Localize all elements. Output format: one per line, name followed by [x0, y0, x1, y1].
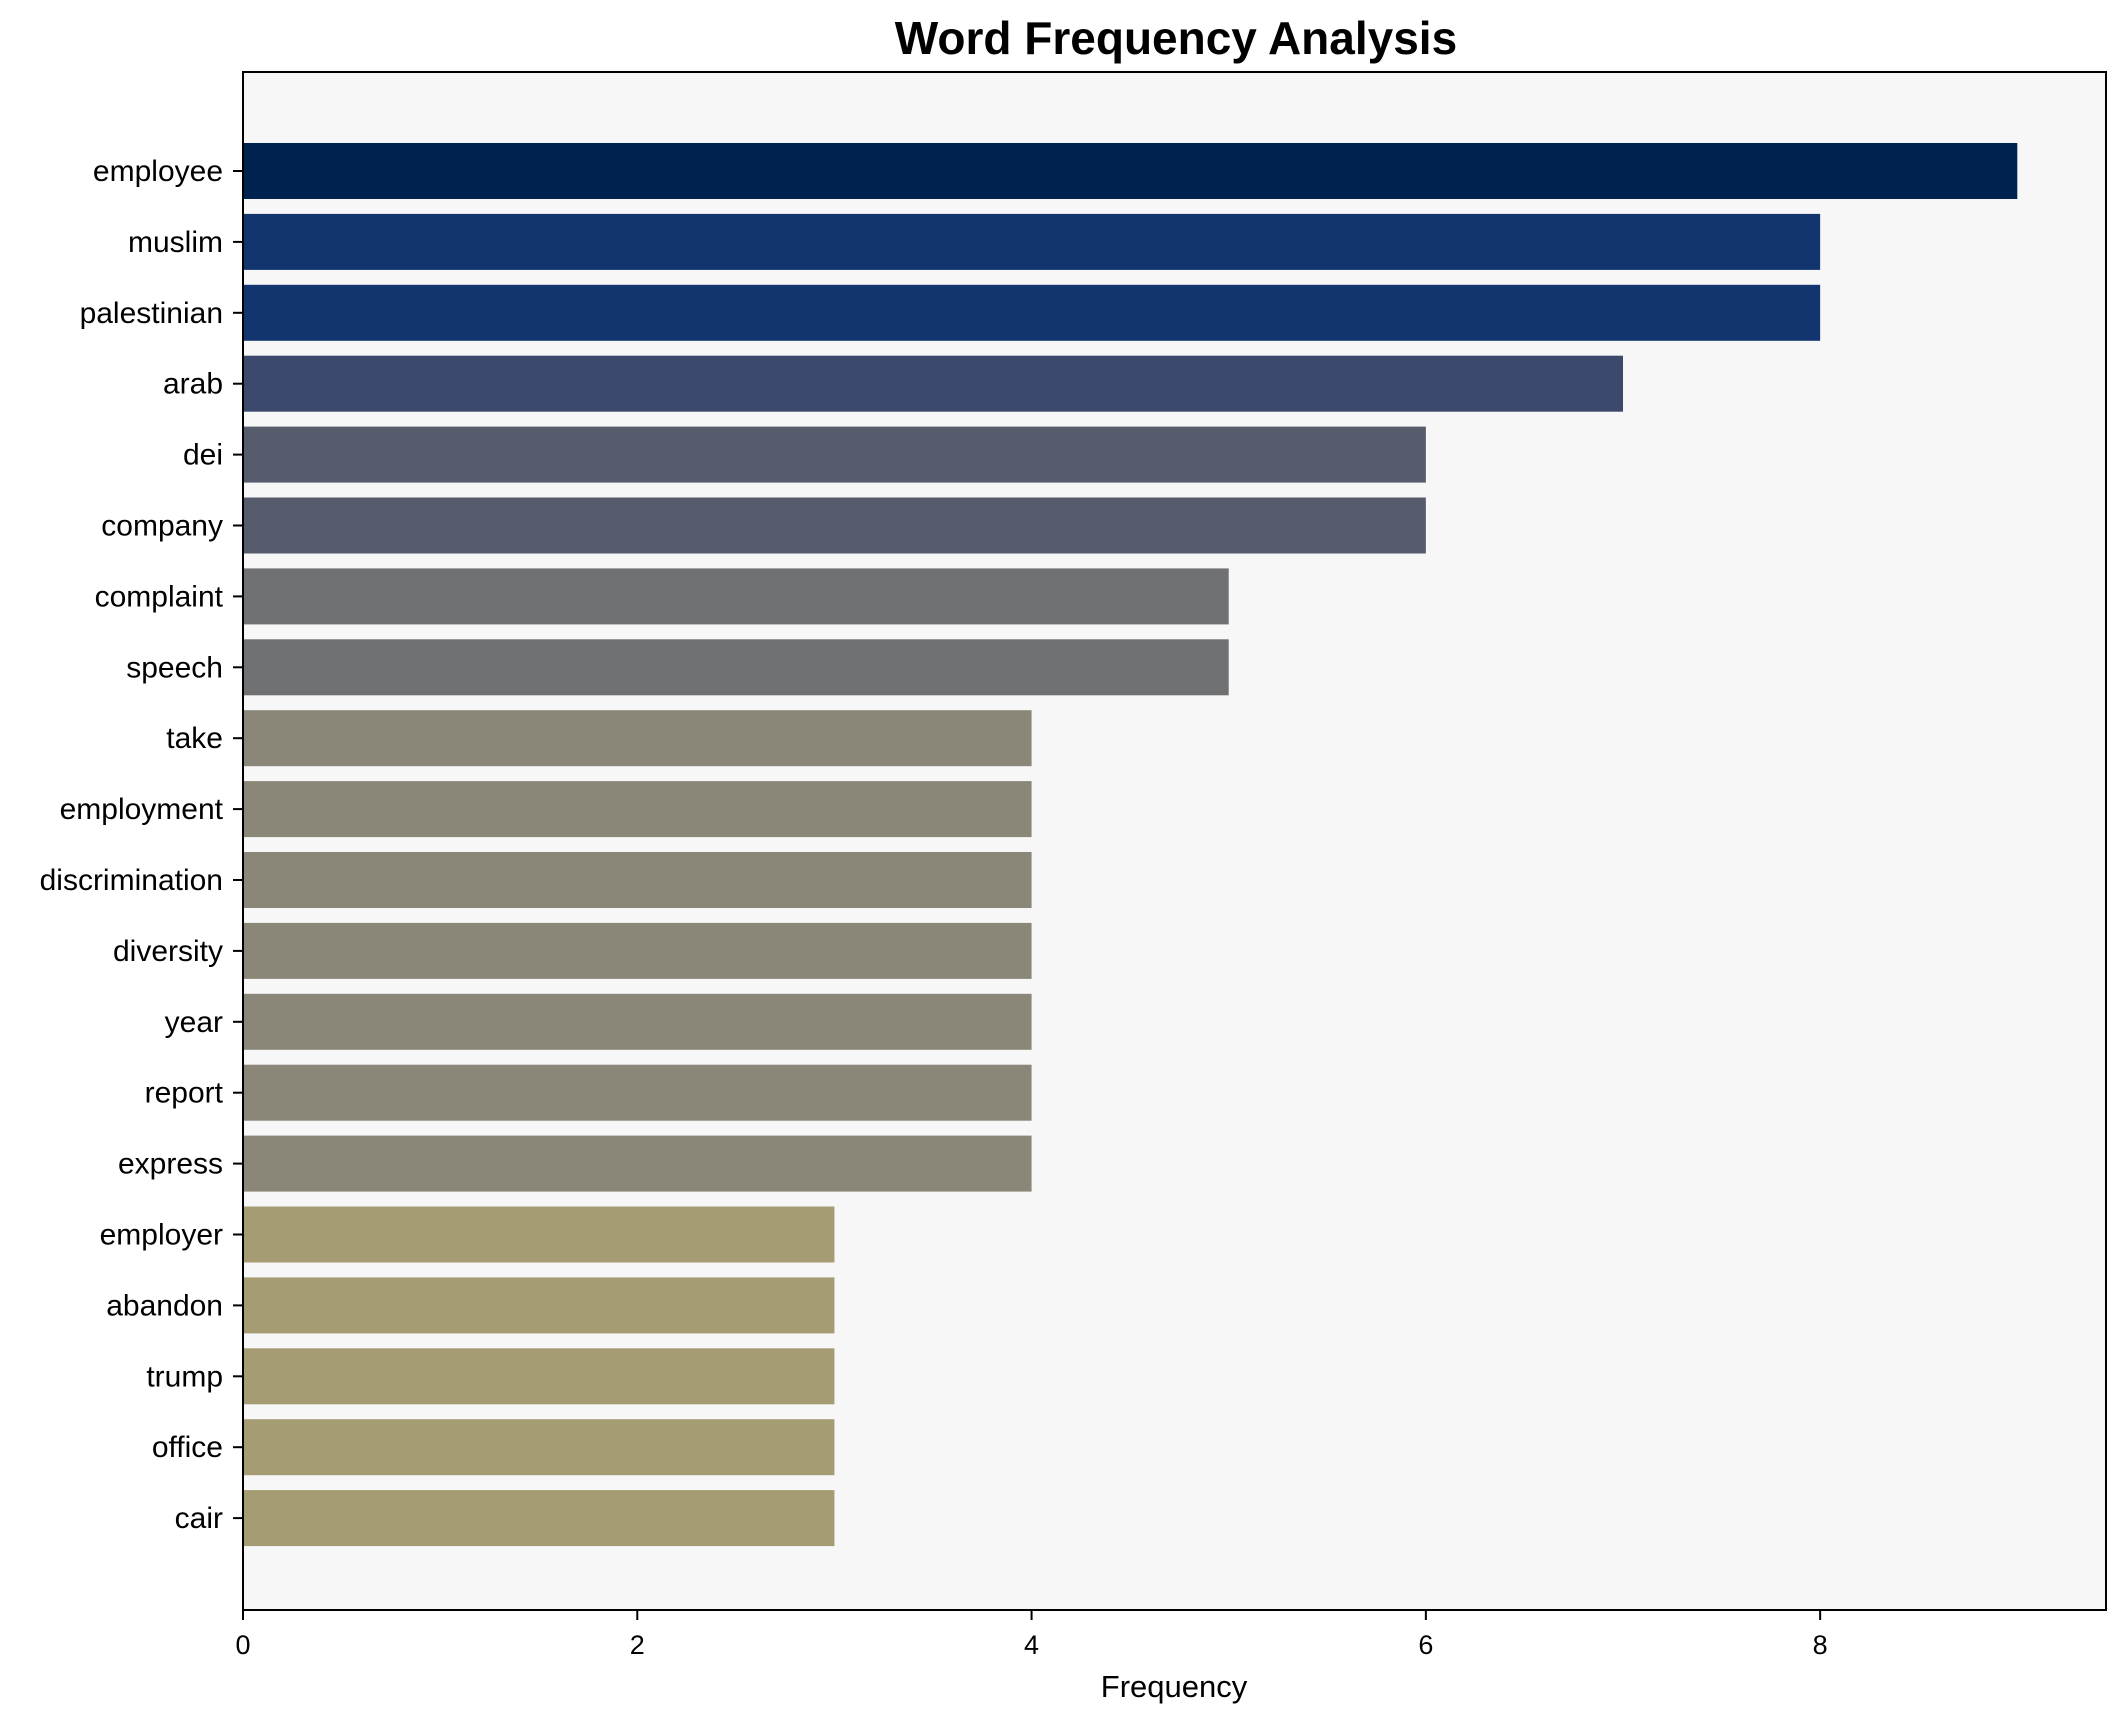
y-tick-label: report [145, 1077, 224, 1110]
y-tick-label: cair [175, 1502, 223, 1535]
bar-discrimination [243, 852, 1032, 908]
bar-palestinian [243, 284, 1821, 341]
bar-company [243, 497, 1426, 554]
y-tick-label: arab [163, 368, 223, 401]
y-tick-label: trump [146, 1360, 223, 1393]
bar-report [243, 1064, 1032, 1121]
y-tick-label: take [166, 722, 223, 755]
x-axis: 0 2 4 6 8 [235, 1610, 1828, 1660]
bar-cair [243, 1490, 835, 1547]
bar-muslim [243, 213, 1821, 270]
bar-year [243, 993, 1032, 1050]
y-tick-label: diversity [113, 935, 223, 968]
bar-express [243, 1135, 1032, 1192]
bars [243, 143, 2018, 1547]
y-tick-label: express [118, 1148, 223, 1181]
y-tick-label: employee [93, 155, 223, 188]
bar-office [243, 1419, 835, 1476]
x-tick-label: 6 [1418, 1630, 1433, 1660]
y-tick-label: complaint [95, 580, 224, 613]
bar-employee [243, 143, 2018, 199]
y-tick-label: muslim [128, 226, 223, 259]
y-tick-label: employment [60, 793, 224, 826]
y-tick-label: office [152, 1431, 223, 1464]
bar-employer [243, 1206, 835, 1263]
x-axis-label: Frequency [1101, 1669, 1248, 1704]
y-tick-label: dei [183, 439, 223, 472]
y-tick-label: discrimination [40, 864, 223, 897]
chart-title: Word Frequency Analysis [895, 12, 1457, 64]
x-tick-label: 2 [630, 1630, 645, 1660]
bar-diversity [243, 922, 1032, 979]
y-tick-label: palestinian [80, 297, 223, 330]
plot-frame [242, 71, 2107, 1611]
bar-take [243, 710, 1032, 767]
bar-dei [243, 426, 1426, 483]
bar-employment [243, 781, 1032, 838]
x-tick-label: 8 [1813, 1630, 1828, 1660]
x-tick-label: 0 [235, 1630, 250, 1660]
bar-speech [243, 639, 1229, 696]
bar-abandon [243, 1277, 835, 1334]
y-axis: employee muslim palestinian arab dei company c… [40, 155, 243, 1535]
bar-arab [243, 355, 1623, 412]
y-tick-label: company [101, 510, 223, 543]
y-tick-label: employer [100, 1219, 223, 1252]
y-tick-label: abandon [106, 1289, 223, 1322]
y-tick-label: year [165, 1006, 223, 1039]
bar-complaint [243, 568, 1229, 625]
x-tick-label: 4 [1024, 1630, 1039, 1660]
bar-trump [243, 1348, 835, 1405]
y-tick-label: speech [126, 651, 223, 684]
